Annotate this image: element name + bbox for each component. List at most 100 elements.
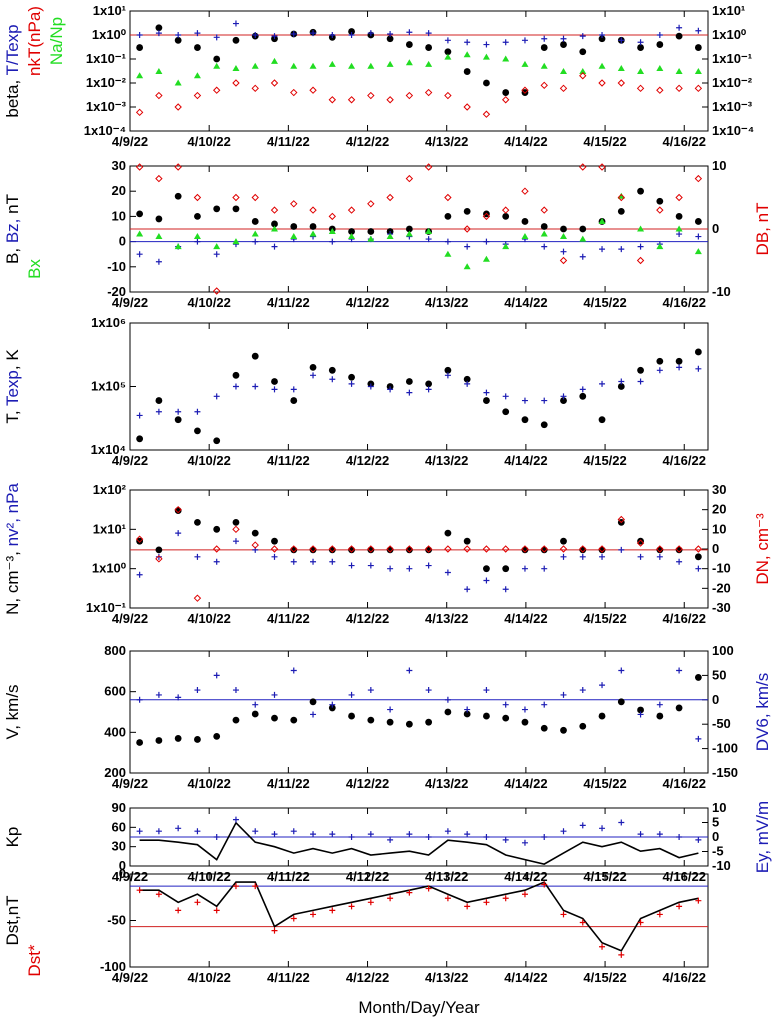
left-axis-label: N, cm⁻³, nv², nPa [3, 483, 22, 615]
right-tick-label: 1x10⁻⁴ [712, 123, 754, 138]
data-point [444, 895, 451, 902]
data-point [367, 687, 374, 694]
data-point [232, 205, 240, 213]
data-point [232, 36, 240, 44]
data-point [598, 62, 606, 69]
data-point [656, 206, 664, 214]
data-point [271, 33, 278, 40]
data-point [425, 687, 432, 694]
data-point [251, 230, 259, 237]
data-point [136, 44, 144, 51]
data-point [405, 225, 413, 233]
data-point [387, 31, 394, 38]
data-point [174, 505, 182, 514]
data-point [213, 558, 220, 565]
data-point [213, 243, 221, 250]
left-axis-label-3-part: Na/Np [47, 17, 66, 65]
data-point [309, 698, 317, 706]
data-point [251, 529, 259, 537]
x-tick-label: 4/11/22 [267, 295, 310, 310]
data-point [213, 251, 220, 258]
right-tick-label: 1x10⁻² [712, 75, 753, 90]
data-point [367, 562, 374, 569]
data-point [405, 720, 413, 728]
data-point [599, 943, 606, 950]
data-point [212, 545, 221, 553]
data-point [290, 397, 298, 404]
data-point [502, 586, 509, 593]
data-point [194, 213, 201, 220]
data-point [175, 408, 182, 415]
data-point [521, 718, 529, 726]
data-point [637, 44, 644, 51]
data-point [482, 53, 490, 60]
data-point [598, 217, 606, 224]
data-point [367, 899, 374, 906]
data-point [367, 228, 375, 235]
data-point [328, 96, 337, 104]
data-point [328, 366, 336, 374]
data-point [656, 197, 664, 205]
data-point [136, 412, 143, 419]
data-point [405, 378, 413, 385]
data-point [637, 831, 644, 838]
data-point [463, 68, 471, 75]
data-point [502, 213, 510, 220]
data-point [232, 687, 239, 694]
data-point [617, 383, 625, 390]
data-point [290, 88, 298, 97]
data-point [387, 565, 394, 572]
data-point [328, 212, 337, 221]
x-tick-label: 4/12/22 [346, 295, 389, 310]
data-point [271, 691, 278, 698]
data-point [541, 243, 548, 250]
data-point [521, 86, 529, 94]
data-point [290, 233, 298, 240]
y-tick-label: 1x10¹ [93, 521, 126, 536]
data-point [637, 243, 644, 250]
data-point [579, 72, 587, 80]
y-tick-label: 1x10⁵ [91, 379, 126, 394]
data-point [386, 545, 394, 553]
data-point [464, 380, 471, 387]
data-point [271, 225, 278, 232]
data-point [136, 251, 143, 258]
data-point [656, 86, 664, 94]
data-point [213, 672, 220, 679]
data-point [136, 435, 144, 443]
data-point [540, 421, 548, 429]
y-tick-label: 1x10⁶ [91, 315, 126, 330]
data-point [425, 228, 433, 235]
data-point [637, 711, 644, 718]
data-point [213, 55, 221, 63]
x-tick-label: 4/10/22 [187, 776, 230, 791]
data-point [598, 712, 606, 720]
y-tick-label: 800 [104, 643, 126, 658]
data-point [579, 33, 586, 40]
data-point [193, 91, 202, 100]
data-point [136, 739, 144, 746]
data-point [193, 72, 201, 79]
data-point [212, 287, 221, 295]
right-tick-label: -30 [712, 600, 731, 615]
data-point [617, 79, 626, 87]
data-point [386, 718, 394, 726]
x-tick-label: 4/16/22 [663, 134, 706, 149]
right-tick-label: 1x10⁻¹ [712, 51, 752, 66]
data-point [694, 248, 702, 255]
left-axis-label: Kp [3, 827, 22, 848]
right-axis-label: DN, cm⁻³ [753, 513, 772, 585]
data-point [347, 206, 356, 214]
data-point [637, 706, 644, 714]
data-point [540, 206, 548, 214]
data-point [521, 187, 529, 195]
right-tick-label: -50 [712, 716, 731, 731]
series-line [139, 821, 699, 865]
data-point [483, 687, 490, 694]
data-point [694, 545, 703, 553]
data-point [310, 711, 317, 718]
data-point [502, 714, 510, 722]
data-point [560, 691, 567, 698]
x-tick-label: 4/12/22 [346, 970, 389, 985]
data-point [463, 207, 471, 215]
